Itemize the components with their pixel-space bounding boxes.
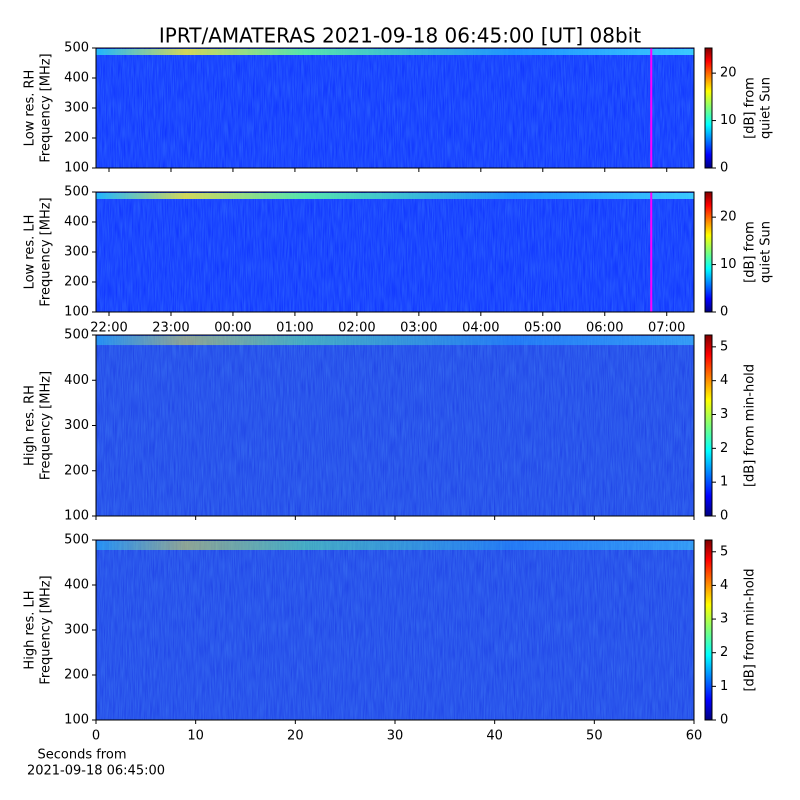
x-tick-label: 60 — [686, 729, 703, 744]
colorbar — [704, 191, 713, 313]
x-tick-label: 00:00 — [214, 321, 251, 336]
colorbar-tick-label: 0 — [720, 161, 728, 176]
y-tick-label: 400 — [64, 578, 89, 593]
x-tick-label: 30 — [387, 729, 404, 744]
spectrogram-band — [96, 49, 694, 55]
y-axis-label: Frequency [MHz] — [39, 575, 54, 684]
colorbar-tick-label: 20 — [720, 210, 737, 225]
y-tick-label: 500 — [64, 41, 89, 56]
x-tick-label: 50 — [586, 729, 603, 744]
y-tick-label: 300 — [64, 623, 89, 638]
y-axis-label: Low res. LH — [23, 215, 38, 290]
colorbar-tick-label: 5 — [720, 339, 728, 354]
colorbar-tick-label: 3 — [720, 612, 728, 627]
y-tick-label: 300 — [64, 101, 89, 116]
y-tick-label: 100 — [64, 305, 89, 320]
y-tick-label: 500 — [64, 533, 89, 548]
spectrogram-band — [96, 336, 694, 346]
x-tick-label: 04:00 — [462, 321, 499, 336]
colorbar-tick-label: 10 — [720, 257, 737, 272]
colorbar-label: [dB] from — [743, 221, 758, 283]
colorbar-tick-label: 0 — [720, 713, 728, 728]
x-tick-label: 20 — [287, 729, 304, 744]
y-axis-label: Low res. RH — [23, 70, 38, 147]
y-axis-label: Frequency [MHz] — [39, 371, 54, 480]
colorbar-label: quiet Sun — [759, 221, 774, 283]
y-tick-label: 200 — [64, 668, 89, 683]
x-axis-label: 2021-09-18 06:45:00 — [27, 764, 165, 779]
figure-title: IPRT/AMATERAS 2021-09-18 06:45:00 [UT] 0… — [159, 24, 641, 48]
y-tick-label: 500 — [64, 328, 89, 343]
x-axis-label: Seconds from — [37, 748, 126, 763]
colorbar-tick-label: 0 — [720, 509, 728, 524]
x-tick-label: 40 — [486, 729, 503, 744]
x-tick-label: 10 — [187, 729, 204, 744]
y-tick-label: 200 — [64, 463, 89, 478]
colorbar-tick-label: 0 — [720, 305, 728, 320]
x-tick-label: 05:00 — [524, 321, 561, 336]
x-tick-label: 07:00 — [648, 321, 685, 336]
x-tick-label: 0 — [92, 729, 100, 744]
y-tick-label: 100 — [64, 713, 89, 728]
y-tick-label: 300 — [64, 418, 89, 433]
x-tick-label: 22:00 — [90, 321, 127, 336]
spectrogram-band — [96, 193, 694, 199]
colorbar-tick-label: 5 — [720, 544, 728, 559]
y-tick-label: 100 — [64, 509, 89, 524]
y-tick-label: 100 — [64, 161, 89, 176]
y-tick-label: 400 — [64, 71, 89, 86]
y-tick-label: 300 — [64, 245, 89, 260]
y-tick-label: 200 — [64, 131, 89, 146]
y-axis-label: Frequency [MHz] — [39, 197, 54, 306]
colorbar-tick-label: 2 — [720, 441, 728, 456]
colorbar-tick-label: 3 — [720, 407, 728, 422]
y-axis-label: High res. LH — [23, 590, 38, 669]
x-tick-label: 01:00 — [276, 321, 313, 336]
colorbar-tick-label: 20 — [720, 66, 737, 81]
x-tick-label: 06:00 — [586, 321, 623, 336]
y-tick-label: 400 — [64, 215, 89, 230]
y-axis-label: High res. RH — [23, 385, 38, 466]
colorbar — [704, 334, 713, 517]
spectrogram-noise — [96, 540, 694, 720]
y-axis-label: Frequency [MHz] — [39, 53, 54, 162]
spectrogram-noise — [96, 335, 694, 516]
y-tick-label: 200 — [64, 275, 89, 290]
x-tick-label: 23:00 — [152, 321, 189, 336]
colorbar-label: [dB] from min-hold — [743, 364, 758, 487]
spectrogram-noise — [96, 48, 694, 168]
colorbar — [704, 47, 713, 169]
y-tick-label: 400 — [64, 373, 89, 388]
y-tick-label: 500 — [64, 185, 89, 200]
colorbar-tick-label: 1 — [720, 679, 728, 694]
colorbar — [704, 539, 713, 721]
colorbar-tick-label: 4 — [720, 373, 728, 388]
spectrogram-noise — [96, 192, 694, 312]
colorbar-tick-label: 1 — [720, 475, 728, 490]
x-tick-label: 03:00 — [400, 321, 437, 336]
spectrogram-band — [96, 541, 694, 550]
colorbar-label: [dB] from min-hold — [743, 568, 758, 691]
colorbar-tick-label: 4 — [720, 578, 728, 593]
colorbar-tick-label: 10 — [720, 113, 737, 128]
colorbar-label: [dB] from — [743, 77, 758, 139]
colorbar-label: quiet Sun — [759, 77, 774, 139]
colorbar-tick-label: 2 — [720, 645, 728, 660]
x-tick-label: 02:00 — [338, 321, 375, 336]
